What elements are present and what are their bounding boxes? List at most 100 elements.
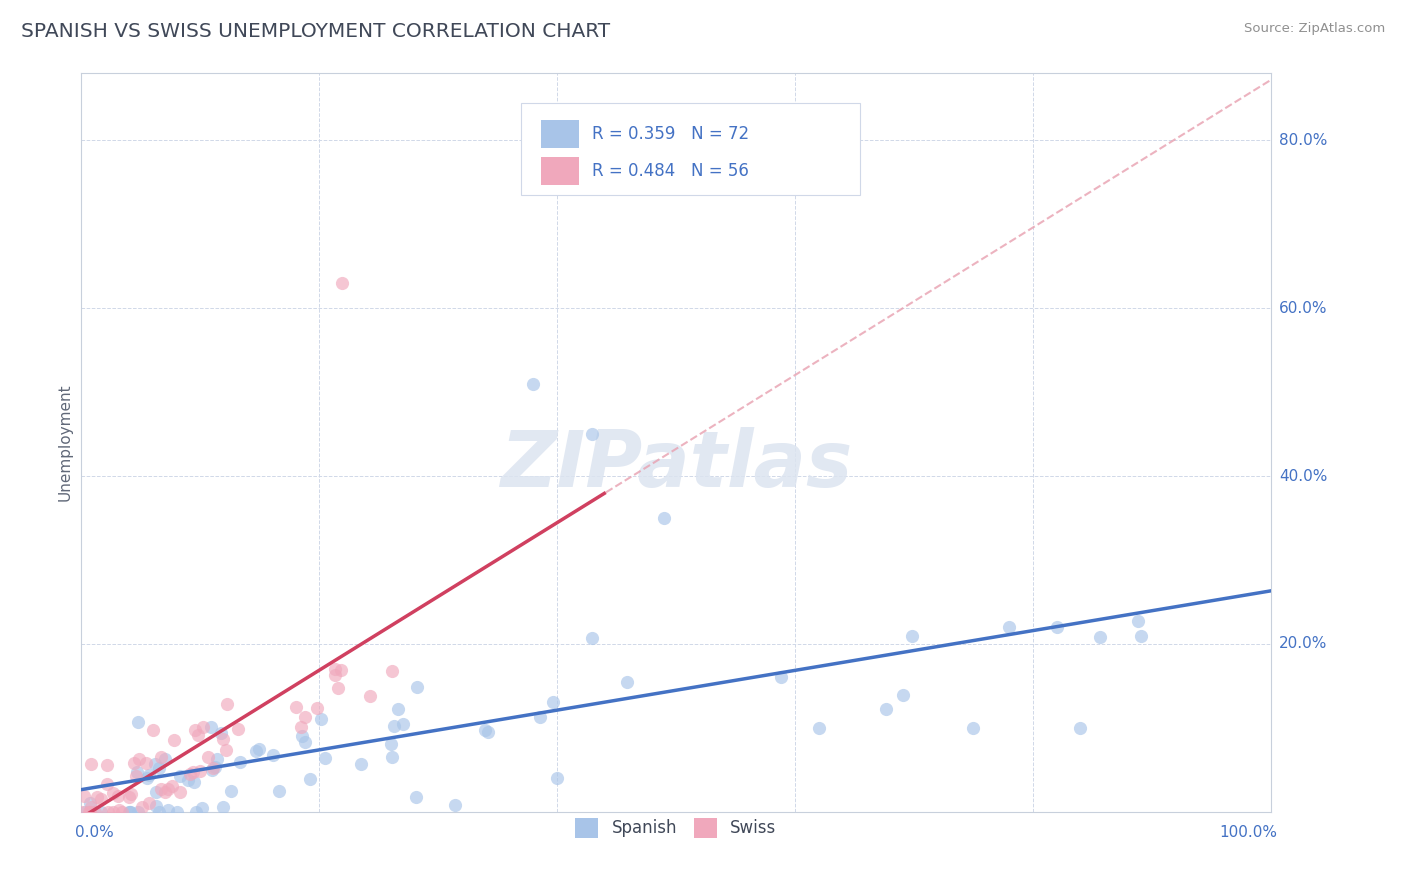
Point [136,772,159,786]
Point [143,756,166,771]
Point [197,750,219,764]
Point [290,729,312,743]
Bar [541,120,579,148]
Point [405,790,427,805]
Point [329,664,352,678]
Point [294,735,316,749]
Point [323,662,346,676]
Point [1046,620,1069,634]
Point [162,779,184,793]
Point [200,720,222,734]
Point [901,629,924,643]
Point [211,799,233,814]
Point [131,799,153,814]
Point [581,631,603,645]
Point [157,782,180,797]
Point [309,712,332,726]
Bar [541,157,579,186]
Point [187,728,209,742]
Point [177,772,200,787]
Point [219,783,242,797]
Point [875,701,897,715]
Point [541,695,564,709]
Point [125,764,148,779]
Point [299,772,322,786]
Point [267,783,290,797]
Point [405,680,427,694]
Point [90,792,112,806]
Point [97,805,120,819]
Point [807,721,830,735]
Point [169,785,191,799]
Point [83,805,105,819]
Point [153,752,176,766]
Point [384,719,406,733]
Legend: Spanish, Swiss: Spanish, Swiss [568,812,783,844]
Point [443,797,465,812]
Point [96,777,118,791]
Point [201,763,224,777]
Point [111,805,134,819]
Point [305,701,328,715]
Point [157,803,180,817]
Point [118,805,141,819]
Point [169,769,191,783]
Point [183,775,205,789]
Point [209,726,232,740]
Point [474,723,496,737]
Point [128,752,150,766]
Point [201,761,224,775]
Point [546,772,568,786]
FancyBboxPatch shape [522,103,860,194]
Text: Source: ZipAtlas.com: Source: ZipAtlas.com [1244,22,1385,36]
Point [212,732,235,747]
Point [581,427,603,442]
Point [80,800,103,814]
Point [148,761,170,775]
Point [150,782,173,797]
Text: R = 0.484   N = 56: R = 0.484 N = 56 [592,162,749,180]
Point [962,721,984,735]
Point [1126,614,1149,628]
Point [284,700,307,714]
Point [148,805,170,819]
Point [145,785,167,799]
Point [893,689,915,703]
Point [135,756,157,770]
Point [142,723,165,737]
Point [138,796,160,810]
Point [101,805,124,819]
Point [998,620,1021,634]
Point [181,765,204,780]
Point [125,769,148,783]
Point [191,720,214,734]
Point [127,805,149,819]
Point [323,668,346,682]
Text: 0.0%: 0.0% [75,825,114,840]
Point [247,742,270,756]
Point [184,723,207,737]
Point [380,737,402,751]
Point [529,710,551,724]
Point [118,805,141,819]
Point [72,789,94,804]
Point [108,803,131,817]
Text: 20.0%: 20.0% [1279,637,1327,651]
Point [77,805,100,819]
Point [204,759,226,773]
Point [381,749,404,764]
Point [184,805,207,819]
Text: ZIPatlas: ZIPatlas [499,426,852,502]
Point [120,788,142,802]
Text: 80.0%: 80.0% [1279,133,1327,148]
Point [90,805,112,819]
Point [205,752,228,766]
Point [107,789,129,803]
Text: 40.0%: 40.0% [1279,468,1327,483]
Point [118,790,141,805]
Point [190,764,212,778]
Point [1130,629,1153,643]
Point [290,720,312,734]
Point [350,756,373,771]
Point [80,756,103,771]
